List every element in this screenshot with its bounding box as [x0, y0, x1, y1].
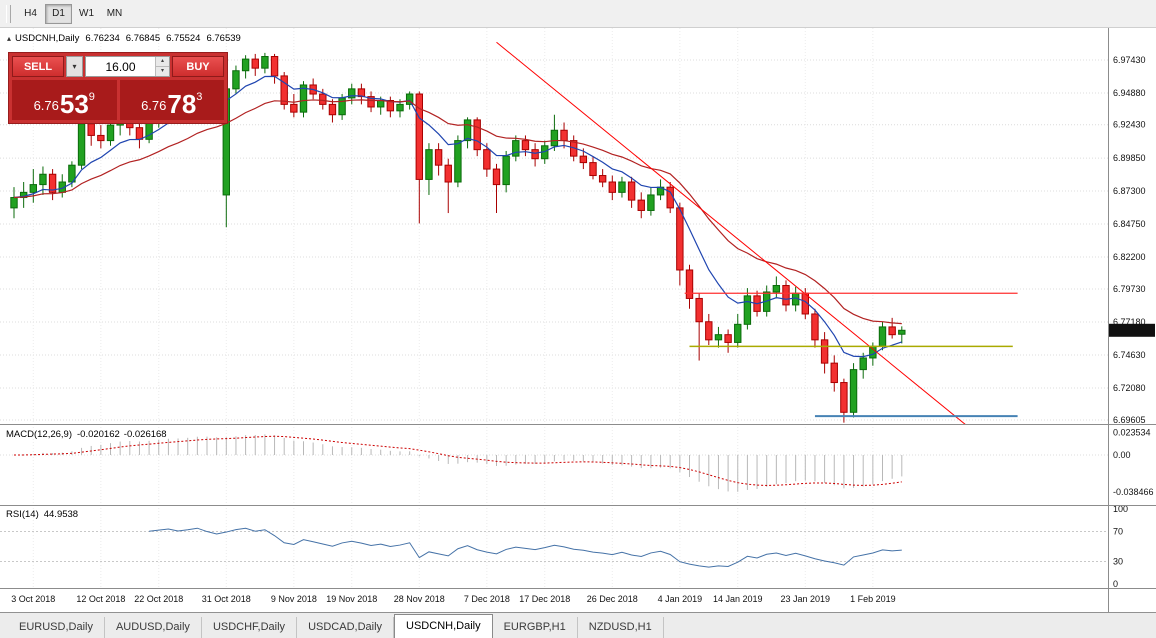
svg-text:6.87300: 6.87300: [1113, 186, 1146, 196]
chart-window[interactable]: 6.97430 6.94880 6.92430 6.89850 6.87300 6.847…: [0, 28, 1156, 612]
chart-tab-audusd[interactable]: AUDUSD,Daily: [105, 617, 202, 638]
chevron-down-icon: ▾: [72, 62, 77, 71]
svg-text:6.82200: 6.82200: [1113, 252, 1146, 262]
chart-tab-eurusd[interactable]: EURUSD,Daily: [8, 617, 105, 638]
svg-text:19 Nov 2018: 19 Nov 2018: [326, 594, 377, 604]
chart-tab-bar: EURUSD,Daily AUDUSD,Daily USDCHF,Daily USDC…: [0, 612, 1156, 638]
moving-average-lines: [13, 75, 902, 358]
svg-text:30: 30: [1113, 557, 1123, 567]
order-type-dropdown[interactable]: ▾: [66, 56, 83, 77]
svg-text:6.69605: 6.69605: [1113, 415, 1146, 425]
volume-field: ▴ ▾: [85, 56, 170, 77]
timeframe-button-d1[interactable]: D1: [45, 3, 72, 24]
current-price-badge: 6.76539: [1112, 326, 1145, 336]
chart-tab-usdcnh[interactable]: USDCNH,Daily: [394, 614, 493, 638]
svg-text:4 Jan 2019: 4 Jan 2019: [658, 594, 703, 604]
macd-label: MACD(12,26,9) -0.020162 -0.026168: [6, 429, 167, 440]
chart-icon: ▴: [7, 34, 12, 43]
svg-text:0: 0: [1113, 579, 1118, 589]
svg-text:14 Jan 2019: 14 Jan 2019: [713, 594, 763, 604]
volume-input[interactable]: [86, 57, 155, 76]
svg-text:6.97430: 6.97430: [1113, 55, 1146, 65]
svg-text:100: 100: [1113, 504, 1128, 514]
svg-text:3 Oct 2018: 3 Oct 2018: [11, 594, 55, 604]
svg-text:6.89850: 6.89850: [1113, 153, 1146, 163]
rsi-indicator: [0, 527, 1108, 568]
drawn-objects[interactable]: [496, 41, 1018, 435]
buy-quote[interactable]: 6.76 78 3: [119, 80, 224, 120]
svg-text:22 Oct 2018: 22 Oct 2018: [134, 594, 183, 604]
sell-quote[interactable]: 6.76 53 9: [12, 80, 117, 120]
svg-text:6.92430: 6.92430: [1113, 120, 1146, 130]
svg-text:31 Oct 2018: 31 Oct 2018: [202, 594, 251, 604]
svg-text:26 Dec 2018: 26 Dec 2018: [587, 594, 638, 604]
chart-tab-eurgbp[interactable]: EURGBP,H1: [493, 617, 578, 638]
price-axis[interactable]: 6.97430 6.94880 6.92430 6.89850 6.87300 6.847…: [1108, 55, 1155, 425]
chart-open-value: 6.76234: [85, 33, 120, 44]
timeframe-button-mn[interactable]: MN: [101, 4, 128, 24]
svg-text:17 Dec 2018: 17 Dec 2018: [519, 594, 570, 604]
chart-title: ▴ USDCNH,Daily 6.76234 6.76845 6.75524 6…: [7, 33, 241, 44]
sell-price-point: 9: [88, 91, 95, 103]
pane-separators: [0, 28, 1156, 612]
volume-spinner: ▴ ▾: [155, 57, 169, 76]
macd-indicator: [0, 434, 1108, 492]
sell-button[interactable]: SELL: [12, 56, 64, 77]
volume-up-button[interactable]: ▴: [156, 57, 169, 67]
chart-tab-usdchf[interactable]: USDCHF,Daily: [202, 617, 298, 638]
svg-text:0.023534: 0.023534: [1113, 427, 1151, 437]
chart-symbol-period: USDCNH,Daily: [15, 33, 80, 44]
chart-low-value: 6.75524: [166, 33, 201, 44]
svg-text:6.72080: 6.72080: [1113, 383, 1146, 393]
chart-tab-nzdusd[interactable]: NZDUSD,H1: [578, 617, 664, 638]
svg-text:70: 70: [1113, 527, 1123, 537]
buy-price-point: 3: [196, 91, 203, 103]
sell-price-base: 6.76: [33, 98, 59, 113]
timeframe-buttons: H4 D1 W1 MN: [17, 3, 129, 24]
buy-button[interactable]: BUY: [172, 56, 224, 77]
chart-close-value: 6.76539: [206, 33, 241, 44]
svg-text:28 Nov 2018: 28 Nov 2018: [394, 594, 445, 604]
buy-price-base: 6.76: [141, 98, 167, 113]
buy-price-pips: 78: [167, 89, 197, 119]
timeframe-toolbar: H4 D1 W1 MN: [0, 0, 1156, 28]
svg-text:6.79730: 6.79730: [1113, 284, 1146, 294]
date-axis[interactable]: 3 Oct 2018 12 Oct 2018 22 Oct 2018 31 Oct 2…: [11, 594, 895, 604]
svg-text:0.00: 0.00: [1113, 450, 1131, 460]
svg-text:23 Jan 2019: 23 Jan 2019: [781, 594, 831, 604]
chart-high-value: 6.76845: [125, 33, 161, 44]
rsi-label: RSI(14) 44.9538: [6, 509, 78, 520]
macd-axis: 0.023534 0.00 -0.038466: [1113, 427, 1154, 497]
toolbar-grip[interactable]: [6, 4, 11, 23]
svg-text:-0.038466: -0.038466: [1113, 487, 1154, 497]
svg-text:6.74630: 6.74630: [1113, 350, 1146, 360]
svg-text:12 Oct 2018: 12 Oct 2018: [76, 594, 125, 604]
svg-text:9 Nov 2018: 9 Nov 2018: [271, 594, 317, 604]
volume-down-button[interactable]: ▾: [156, 67, 169, 76]
timeframe-button-h4[interactable]: H4: [17, 4, 44, 24]
svg-text:6.84750: 6.84750: [1113, 219, 1146, 229]
rsi-axis: 100 70 30 0: [1113, 504, 1128, 589]
chart-tab-usdcad[interactable]: USDCAD,Daily: [297, 617, 395, 638]
svg-text:1 Feb 2019: 1 Feb 2019: [850, 594, 896, 604]
svg-text:6.77180: 6.77180: [1113, 317, 1146, 327]
svg-text:6.94880: 6.94880: [1113, 88, 1146, 98]
svg-text:7 Dec 2018: 7 Dec 2018: [464, 594, 510, 604]
sell-price-pips: 53: [59, 89, 89, 119]
timeframe-button-w1[interactable]: W1: [73, 4, 100, 24]
